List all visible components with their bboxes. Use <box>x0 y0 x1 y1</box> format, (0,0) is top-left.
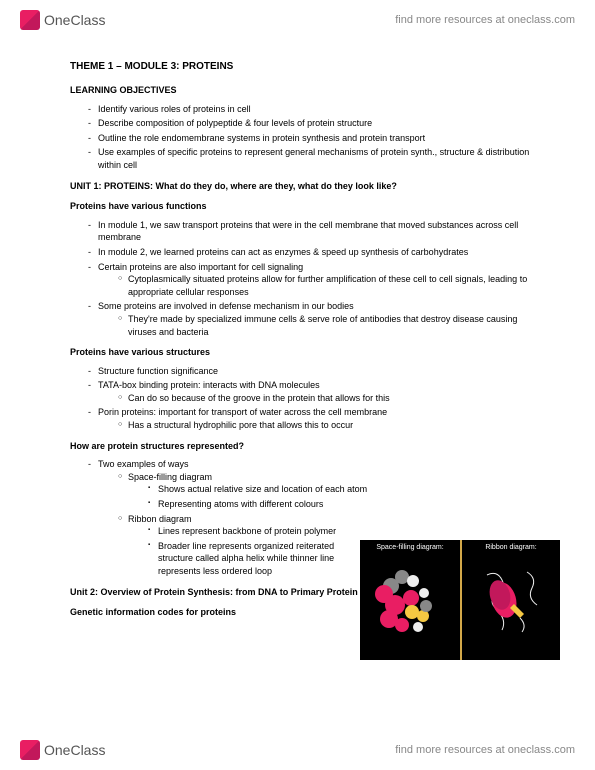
diagram-label: Ribbon diagram: <box>466 544 556 551</box>
item-text: Ribbon diagram <box>128 514 192 524</box>
list-item: In module 2, we learned proteins can act… <box>88 246 535 259</box>
list-item: In module 1, we saw transport proteins t… <box>88 219 535 244</box>
logo-text: OneClass <box>44 12 105 28</box>
diagram-label: Space-filling diagram: <box>364 544 456 551</box>
list-item: Use examples of specific proteins to rep… <box>88 146 535 171</box>
protein-diagram: Space-filling diagram: Ribbon diagram: <box>360 540 560 660</box>
item-text: Certain proteins are also important for … <box>98 262 303 272</box>
functions-list: In module 1, we saw transport proteins t… <box>70 219 535 338</box>
functions-heading: Proteins have various functions <box>70 200 535 213</box>
list-item: Cytoplasmically situated proteins allow … <box>118 273 535 298</box>
list-item: Can do so because of the groove in the p… <box>118 392 535 405</box>
list-item: Representing atoms with different colour… <box>148 498 370 511</box>
space-filling-diagram: Space-filling diagram: <box>360 540 460 660</box>
logo: OneClass <box>20 10 105 30</box>
logo-text: OneClass <box>44 742 105 758</box>
list-item: Certain proteins are also important for … <box>88 261 535 299</box>
list-item: They're made by specialized immune cells… <box>118 313 535 338</box>
list-item: Identify various roles of proteins in ce… <box>88 103 535 116</box>
list-item: Has a structural hydrophilic pore that a… <box>118 419 535 432</box>
logo-icon <box>20 740 40 760</box>
header-tagline: find more resources at oneclass.com <box>395 14 575 26</box>
item-text: TATA-box binding protein: interacts with… <box>98 380 320 390</box>
ribbon-shape <box>482 570 542 640</box>
list-item: Ribbon diagram Lines represent backbone … <box>118 513 370 578</box>
list-item: Lines represent backbone of protein poly… <box>148 525 370 538</box>
repr-list: Two examples of ways Space-filling diagr… <box>70 458 370 577</box>
item-text: Space-filling diagram <box>128 472 212 482</box>
structures-list: Structure function significance TATA-box… <box>70 365 535 432</box>
list-item: Structure function significance <box>88 365 535 378</box>
objectives-heading: LEARNING OBJECTIVES <box>70 84 535 97</box>
atom-dot <box>413 622 423 632</box>
logo: OneClass <box>20 740 105 760</box>
space-filling-blob <box>375 570 445 640</box>
logo-icon <box>20 10 40 30</box>
item-text: Porin proteins: important for transport … <box>98 407 387 417</box>
atom-dot <box>420 600 432 612</box>
footer-tagline: find more resources at oneclass.com <box>395 744 575 756</box>
item-text: Two examples of ways <box>98 459 189 469</box>
list-item: Porin proteins: important for transport … <box>88 406 535 431</box>
atom-dot <box>419 588 429 598</box>
page-footer: OneClass find more resources at oneclass… <box>0 730 595 770</box>
item-text: Some proteins are involved in defense me… <box>98 301 354 311</box>
repr-heading: How are protein structures represented? <box>70 440 535 453</box>
doc-title: THEME 1 – MODULE 3: PROTEINS <box>70 60 535 74</box>
structures-heading: Proteins have various structures <box>70 346 535 359</box>
list-item: TATA-box binding protein: interacts with… <box>88 379 535 404</box>
objectives-list: Identify various roles of proteins in ce… <box>70 103 535 172</box>
list-item: Describe composition of polypeptide & fo… <box>88 117 535 130</box>
atom-dot <box>403 590 419 606</box>
list-item: Some proteins are involved in defense me… <box>88 300 535 338</box>
list-item: Outline the role endomembrane systems in… <box>88 132 535 145</box>
atom-dot <box>407 575 419 587</box>
page-header: OneClass find more resources at oneclass… <box>0 0 595 40</box>
list-item: Two examples of ways Space-filling diagr… <box>88 458 370 577</box>
ribbon-diagram: Ribbon diagram: <box>460 540 560 660</box>
atom-dot <box>395 618 409 632</box>
list-item: Broader line represents organized reiter… <box>148 540 370 578</box>
unit1-heading: UNIT 1: PROTEINS: What do they do, where… <box>70 180 535 193</box>
list-item: Shows actual relative size and location … <box>148 483 370 496</box>
list-item: Space-filling diagram Shows actual relat… <box>118 471 370 511</box>
